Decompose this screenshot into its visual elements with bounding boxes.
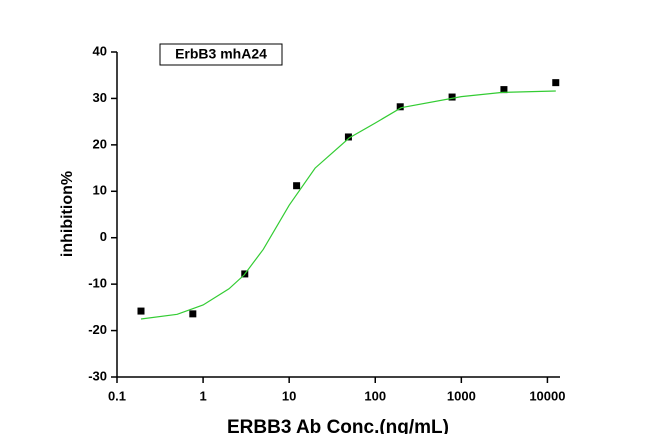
chart-title: ErbB3 mhA24 — [175, 46, 267, 62]
data-point — [137, 307, 145, 315]
data-point — [448, 93, 456, 101]
y-tick-label: 0 — [100, 229, 107, 244]
x-tick-label: 10000 — [529, 388, 565, 403]
title-box — [159, 43, 283, 66]
data-point — [293, 182, 301, 190]
y-tick-label: 40 — [93, 43, 107, 58]
y-tick-label: -10 — [88, 276, 107, 291]
y-tick-label: -20 — [88, 322, 107, 337]
data-point — [189, 310, 197, 318]
y-tick-label: 10 — [93, 183, 107, 198]
data-point — [552, 79, 560, 87]
y-tick-label: -30 — [88, 368, 107, 383]
y-axis-label: inhibition% — [59, 171, 76, 257]
x-tick-label: 100 — [364, 388, 386, 403]
x-tick-label: 1000 — [447, 388, 476, 403]
y-tick-label: 20 — [93, 136, 107, 151]
x-tick-label: 10 — [282, 388, 296, 403]
data-point — [500, 86, 508, 94]
x-tick-label: 0.1 — [108, 388, 126, 403]
data-point — [344, 133, 352, 141]
fit-curve — [140, 90, 556, 320]
x-tick-label: 1 — [199, 388, 206, 403]
y-tick-label: 30 — [93, 90, 107, 105]
data-point — [396, 103, 404, 111]
x-axis-label: ERBB3 Ab Conc.(ng/mL) — [227, 417, 449, 434]
